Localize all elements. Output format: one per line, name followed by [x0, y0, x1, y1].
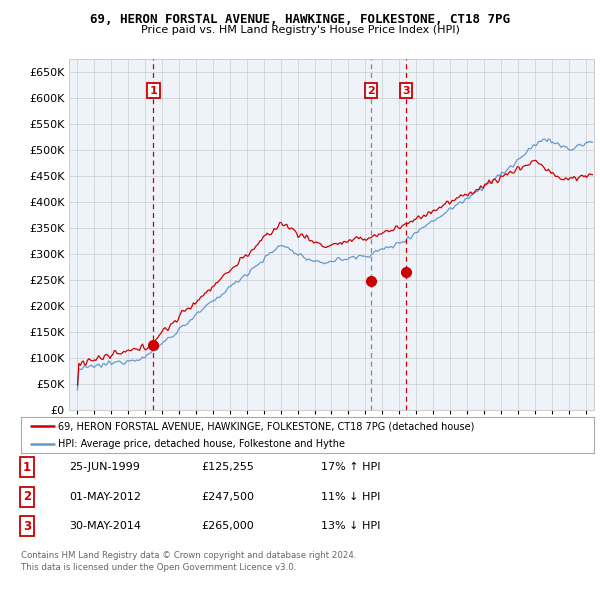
Text: Contains HM Land Registry data © Crown copyright and database right 2024.: Contains HM Land Registry data © Crown c…: [21, 552, 356, 560]
Text: 01-MAY-2012: 01-MAY-2012: [69, 492, 141, 502]
Text: 1: 1: [149, 86, 157, 96]
Text: 69, HERON FORSTAL AVENUE, HAWKINGE, FOLKESTONE, CT18 7PG: 69, HERON FORSTAL AVENUE, HAWKINGE, FOLK…: [90, 13, 510, 26]
Text: 11% ↓ HPI: 11% ↓ HPI: [321, 492, 380, 502]
Text: £125,255: £125,255: [201, 463, 254, 472]
Text: 69, HERON FORSTAL AVENUE, HAWKINGE, FOLKESTONE, CT18 7PG (detached house): 69, HERON FORSTAL AVENUE, HAWKINGE, FOLK…: [58, 421, 475, 431]
Text: 1: 1: [23, 461, 31, 474]
Text: Price paid vs. HM Land Registry's House Price Index (HPI): Price paid vs. HM Land Registry's House …: [140, 25, 460, 35]
Text: HPI: Average price, detached house, Folkestone and Hythe: HPI: Average price, detached house, Folk…: [58, 439, 345, 449]
Text: £247,500: £247,500: [201, 492, 254, 502]
Text: This data is licensed under the Open Government Licence v3.0.: This data is licensed under the Open Gov…: [21, 563, 296, 572]
Text: 13% ↓ HPI: 13% ↓ HPI: [321, 522, 380, 531]
Text: £265,000: £265,000: [201, 522, 254, 531]
Text: 17% ↑ HPI: 17% ↑ HPI: [321, 463, 380, 472]
Text: 25-JUN-1999: 25-JUN-1999: [69, 463, 140, 472]
Text: 30-MAY-2014: 30-MAY-2014: [69, 522, 141, 531]
Text: 3: 3: [403, 86, 410, 96]
Text: 2: 2: [23, 490, 31, 503]
Text: 3: 3: [23, 520, 31, 533]
Text: 2: 2: [367, 86, 375, 96]
